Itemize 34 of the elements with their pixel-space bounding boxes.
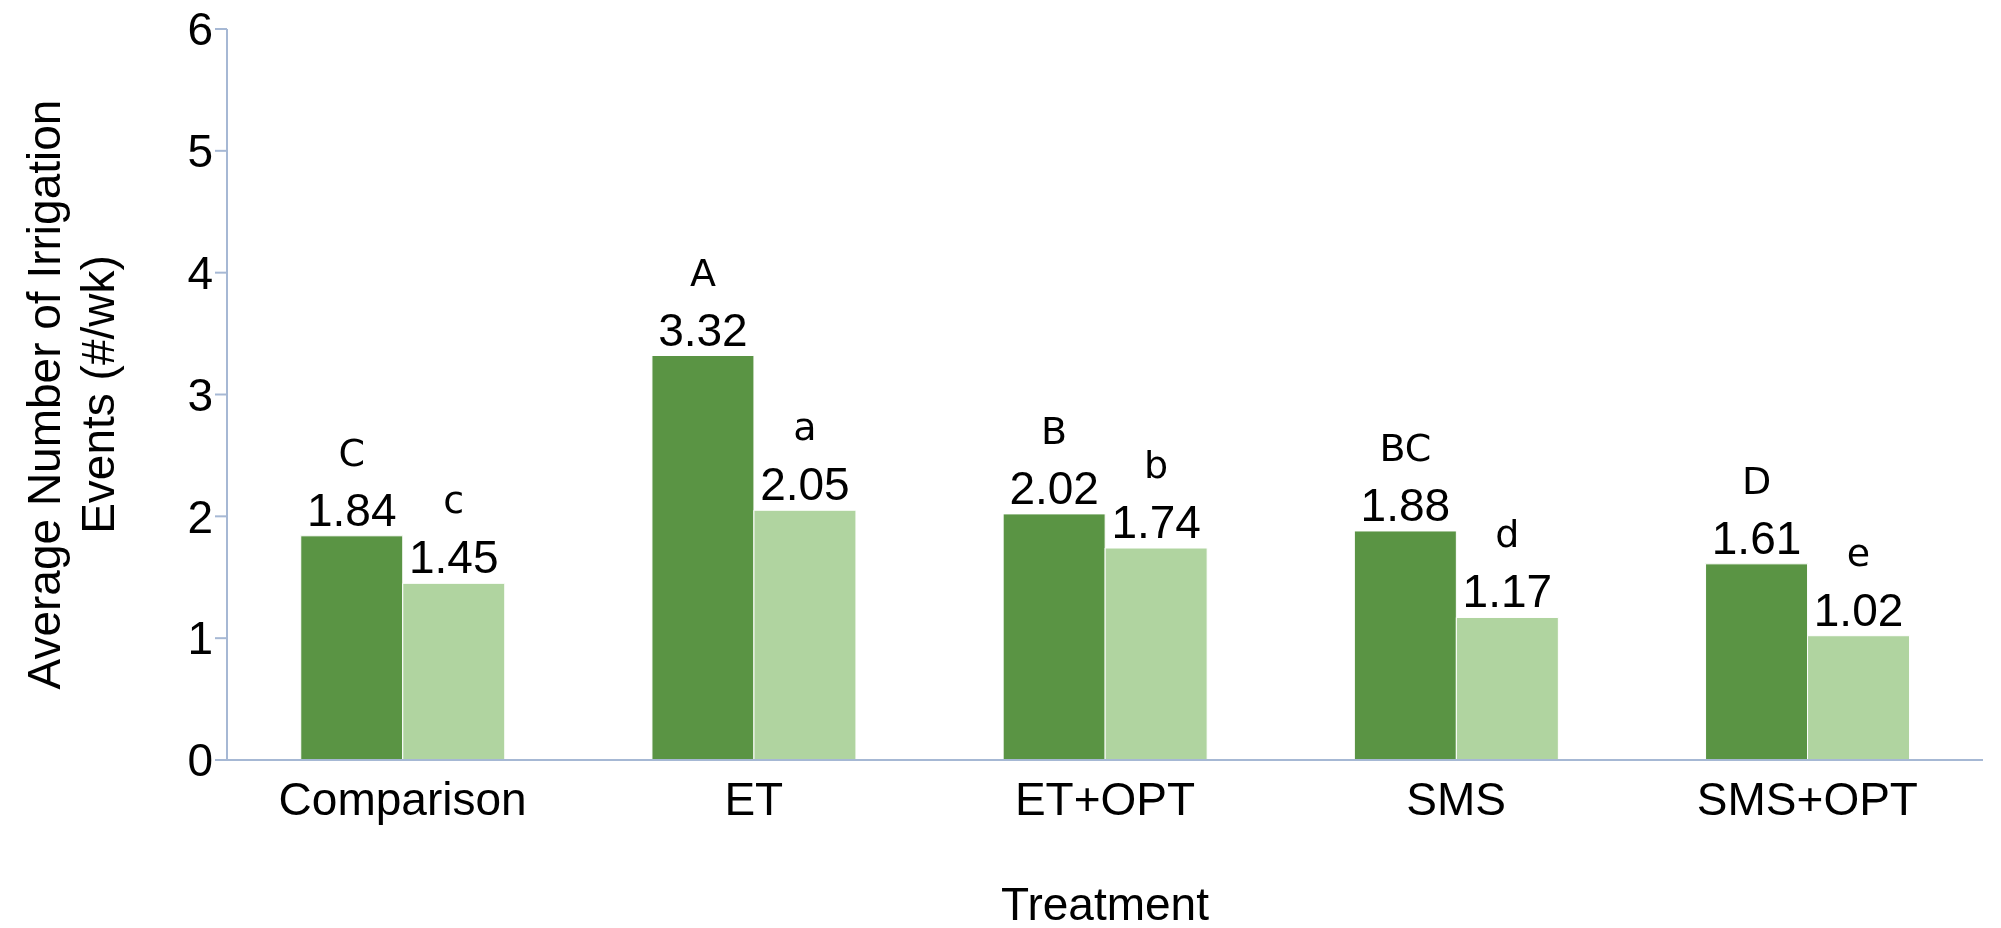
- annotation: B: [1041, 408, 1068, 453]
- x-tick-label: ET+OPT: [1014, 772, 1196, 825]
- x-tick-label: SMS: [1406, 772, 1507, 825]
- data-label: 1.84: [306, 483, 397, 536]
- y-tick-label: 2: [187, 490, 213, 543]
- x-axis-title: Treatment: [1001, 878, 1210, 928]
- data-label: 2.05: [760, 458, 850, 511]
- data-label: 1.61: [1711, 511, 1802, 564]
- y-tick-label: 1: [187, 612, 213, 665]
- annotation: d: [1495, 512, 1520, 557]
- y-tick-label: 0: [187, 734, 213, 787]
- y-axis-title: Average Number of Irrigation Events (#/wk): [18, 99, 124, 690]
- data-label: 1.74: [1111, 496, 1201, 549]
- annotation: b: [1144, 443, 1169, 488]
- annotation: e: [1846, 530, 1871, 575]
- annotation: a: [793, 405, 817, 450]
- annotation: BC: [1379, 425, 1432, 470]
- y-tick-label: 5: [187, 125, 213, 178]
- annotation: c: [443, 478, 465, 523]
- x-tick-label: SMS+OPT: [1696, 772, 1918, 825]
- y-tick-label: 6: [187, 3, 213, 56]
- annotation: A: [689, 250, 716, 295]
- data-label: 1.02: [1813, 583, 1904, 636]
- data-label: 1.88: [1360, 478, 1451, 531]
- data-label: 2.02: [1009, 461, 1099, 514]
- y-tick-label: 3: [187, 368, 213, 421]
- annotation: D: [1741, 458, 1772, 503]
- annotation: C: [338, 430, 366, 475]
- data-label: 1.45: [408, 531, 499, 584]
- x-tick-label: ET: [724, 772, 784, 825]
- data-label: 1.17: [1462, 565, 1553, 618]
- y-tick-label: 4: [187, 247, 213, 299]
- data-label: 3.32: [658, 303, 748, 356]
- x-tick-label: Comparison: [278, 772, 527, 825]
